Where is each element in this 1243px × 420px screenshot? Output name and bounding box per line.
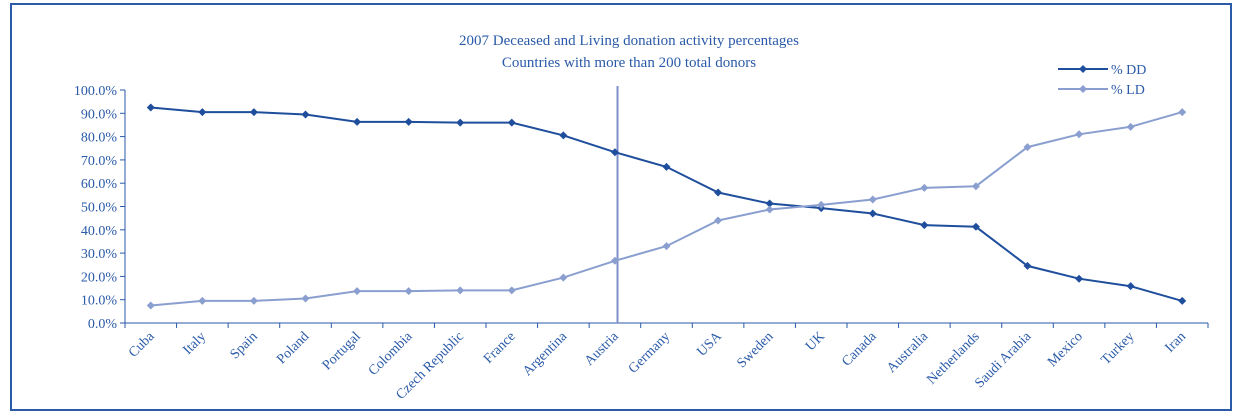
- chart-subtitle: Countries with more than 200 total donor…: [502, 55, 756, 71]
- data-point: [456, 286, 465, 295]
- y-tick-label: 100.0%: [74, 84, 118, 99]
- chart-marks: [146, 86, 1187, 323]
- x-tick-label: Australia: [884, 329, 931, 376]
- x-tick-label: Canada: [839, 329, 880, 370]
- data-point: [714, 216, 723, 225]
- data-point: [507, 286, 516, 295]
- x-tick-label: Portugal: [320, 329, 364, 373]
- data-point: [971, 182, 980, 191]
- x-tick-label: Colombia: [366, 329, 416, 379]
- data-point: [559, 273, 568, 282]
- chart-title: 2007 Deceased and Living donation activi…: [459, 33, 799, 49]
- data-point: [353, 287, 362, 296]
- y-tick-label: 70.0%: [81, 154, 118, 169]
- data-point: [353, 117, 362, 126]
- y-tick-label: 40.0%: [81, 224, 118, 239]
- data-point: [1178, 108, 1187, 117]
- data-point: [1075, 130, 1084, 139]
- data-point: [1075, 274, 1084, 283]
- legend-marker: [1079, 85, 1087, 93]
- y-tick-label: 30.0%: [81, 247, 118, 262]
- data-point: [1178, 296, 1187, 305]
- x-tick-label: Mexico: [1045, 329, 1086, 370]
- data-point: [404, 117, 413, 126]
- y-tick-label: 10.0%: [81, 294, 118, 309]
- data-point: [404, 287, 413, 296]
- data-point: [146, 301, 155, 310]
- data-point: [198, 108, 207, 117]
- data-point: [868, 195, 877, 204]
- x-tick-label: Poland: [274, 329, 312, 367]
- data-point: [1023, 143, 1032, 152]
- axes: 0.0% 10.0% 20.0% 30.0% 40.0% 50.0% 60.0% 70.0% 8…: [74, 84, 1209, 403]
- x-tick-label: Austria: [582, 329, 622, 369]
- y-tick-label: 80.0%: [81, 131, 118, 146]
- x-tick-label: Sweden: [735, 329, 777, 371]
- data-point: [559, 131, 568, 140]
- data-point: [507, 118, 516, 127]
- data-point: [868, 209, 877, 218]
- data-point: [662, 162, 671, 171]
- legend-marker: [1079, 65, 1087, 73]
- data-point: [765, 199, 774, 208]
- x-tick-label: Saudi Arabia: [972, 329, 1035, 392]
- data-point: [610, 256, 619, 265]
- data-point: [1023, 261, 1032, 270]
- data-point: [198, 296, 207, 305]
- legend-label: % LD: [1111, 83, 1145, 98]
- data-point: [1126, 282, 1135, 291]
- x-tick-label: Turkey: [1099, 329, 1138, 368]
- data-point: [146, 103, 155, 112]
- data-point: [301, 294, 310, 303]
- series-line: [150, 106, 1183, 302]
- data-point: [662, 242, 671, 251]
- data-point: [1126, 122, 1135, 131]
- series-line: [150, 111, 1183, 307]
- x-tick-label: Argentina: [520, 329, 571, 380]
- data-point: [714, 188, 723, 197]
- legend: % DD % LD: [1058, 63, 1146, 98]
- y-tick-label: 20.0%: [81, 270, 118, 285]
- data-point: [456, 118, 465, 127]
- legend-label: % DD: [1111, 63, 1146, 78]
- x-tick-label: France: [481, 329, 519, 367]
- x-tick-label: Spain: [228, 329, 261, 362]
- x-tick-label: UK: [803, 329, 828, 354]
- y-tick-label: 90.0%: [81, 107, 118, 122]
- x-tick-label: Cuba: [126, 329, 158, 361]
- x-tick-label: Iran: [1162, 329, 1189, 356]
- data-point: [249, 108, 258, 117]
- chart-frame: [10, 3, 1232, 411]
- data-point: [817, 200, 826, 209]
- data-point: [610, 148, 619, 157]
- x-tick-label: Germany: [626, 329, 673, 376]
- y-tick-label: 0.0%: [88, 317, 118, 332]
- data-point: [301, 110, 310, 119]
- y-tick-label: 60.0%: [81, 177, 118, 192]
- x-tick-label: Italy: [180, 329, 209, 358]
- data-point: [765, 205, 774, 214]
- x-tick-label: USA: [694, 329, 725, 360]
- data-point: [971, 222, 980, 231]
- data-point: [920, 183, 929, 192]
- y-tick-label: 50.0%: [81, 201, 118, 216]
- data-point: [249, 296, 258, 305]
- data-point: [920, 221, 929, 230]
